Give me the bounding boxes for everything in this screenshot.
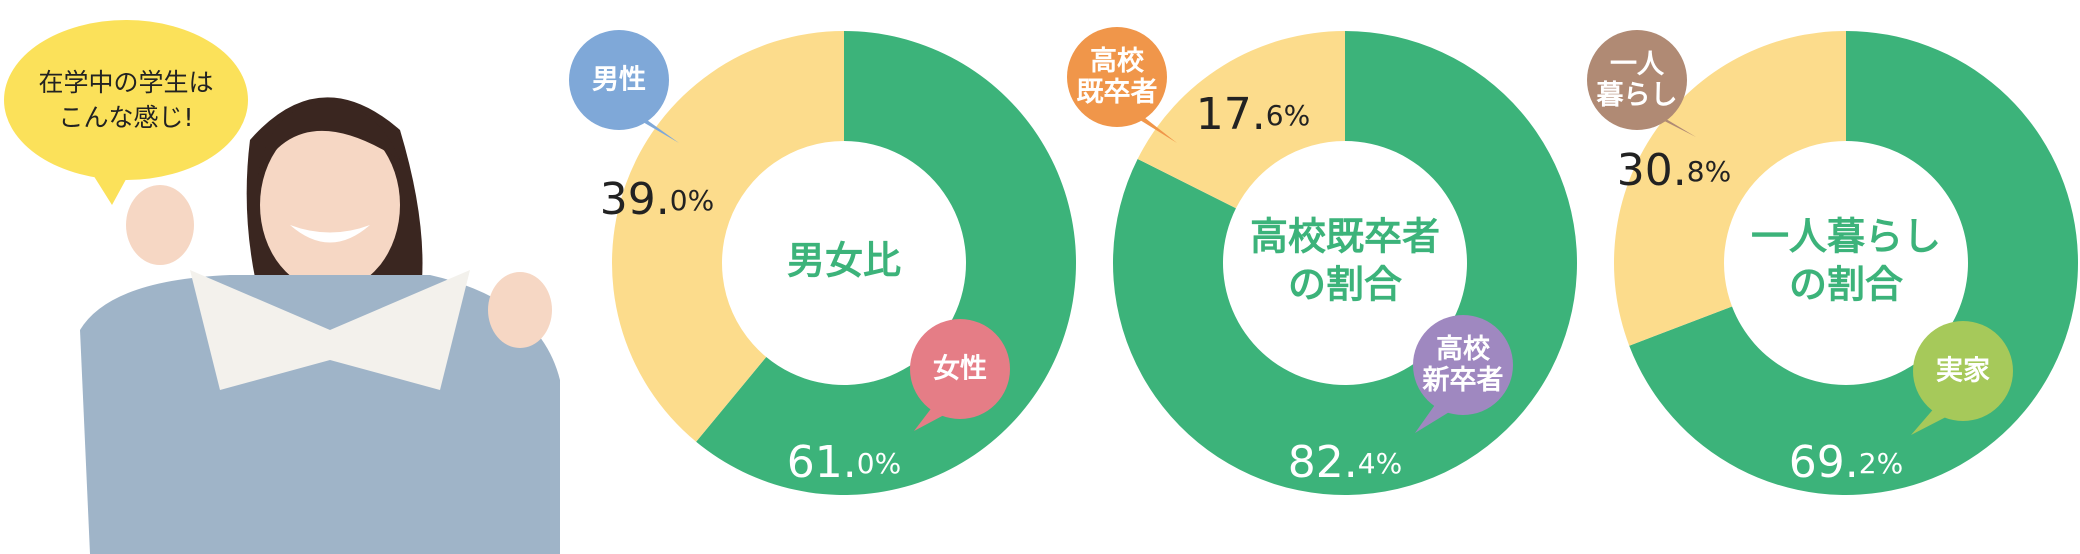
value-label: 69.2% [1789,437,1903,488]
value-label: 82.4% [1288,437,1402,488]
donut-title: の割合 [1789,263,1904,307]
category-label: 実家 [1936,355,1990,387]
category-bubble [1067,27,1167,127]
donut-segment [1137,30,1345,209]
category-label: 一人 暮らし [1596,48,1678,111]
category-label: 女性 [933,353,987,385]
donut-title: 男女比 [787,239,901,283]
category-bubble [910,319,1010,419]
category-bubble [1587,30,1687,130]
category-label: 男性 [592,64,646,96]
category-bubble [1913,321,2013,421]
speech-bubble: 在学中の学生は こんな感じ! [38,68,214,132]
value-label: 30.8% [1617,145,1731,196]
category-label: 高校 既卒者 [1076,45,1158,108]
category-label: 高校 新卒者 [1422,333,1504,396]
value-label: 17.6% [1196,89,1310,140]
photo-illustration [4,20,560,554]
donut-title: 高校既卒者 [1250,215,1440,259]
donut-segment [612,30,844,442]
donut-title: の割合 [1288,263,1403,307]
donut-title: 一人暮らし [1751,215,1941,259]
category-bubble [1413,315,1513,415]
category-bubble [569,30,669,130]
value-label: 39.0% [600,174,714,225]
value-label: 61.0% [787,437,901,488]
